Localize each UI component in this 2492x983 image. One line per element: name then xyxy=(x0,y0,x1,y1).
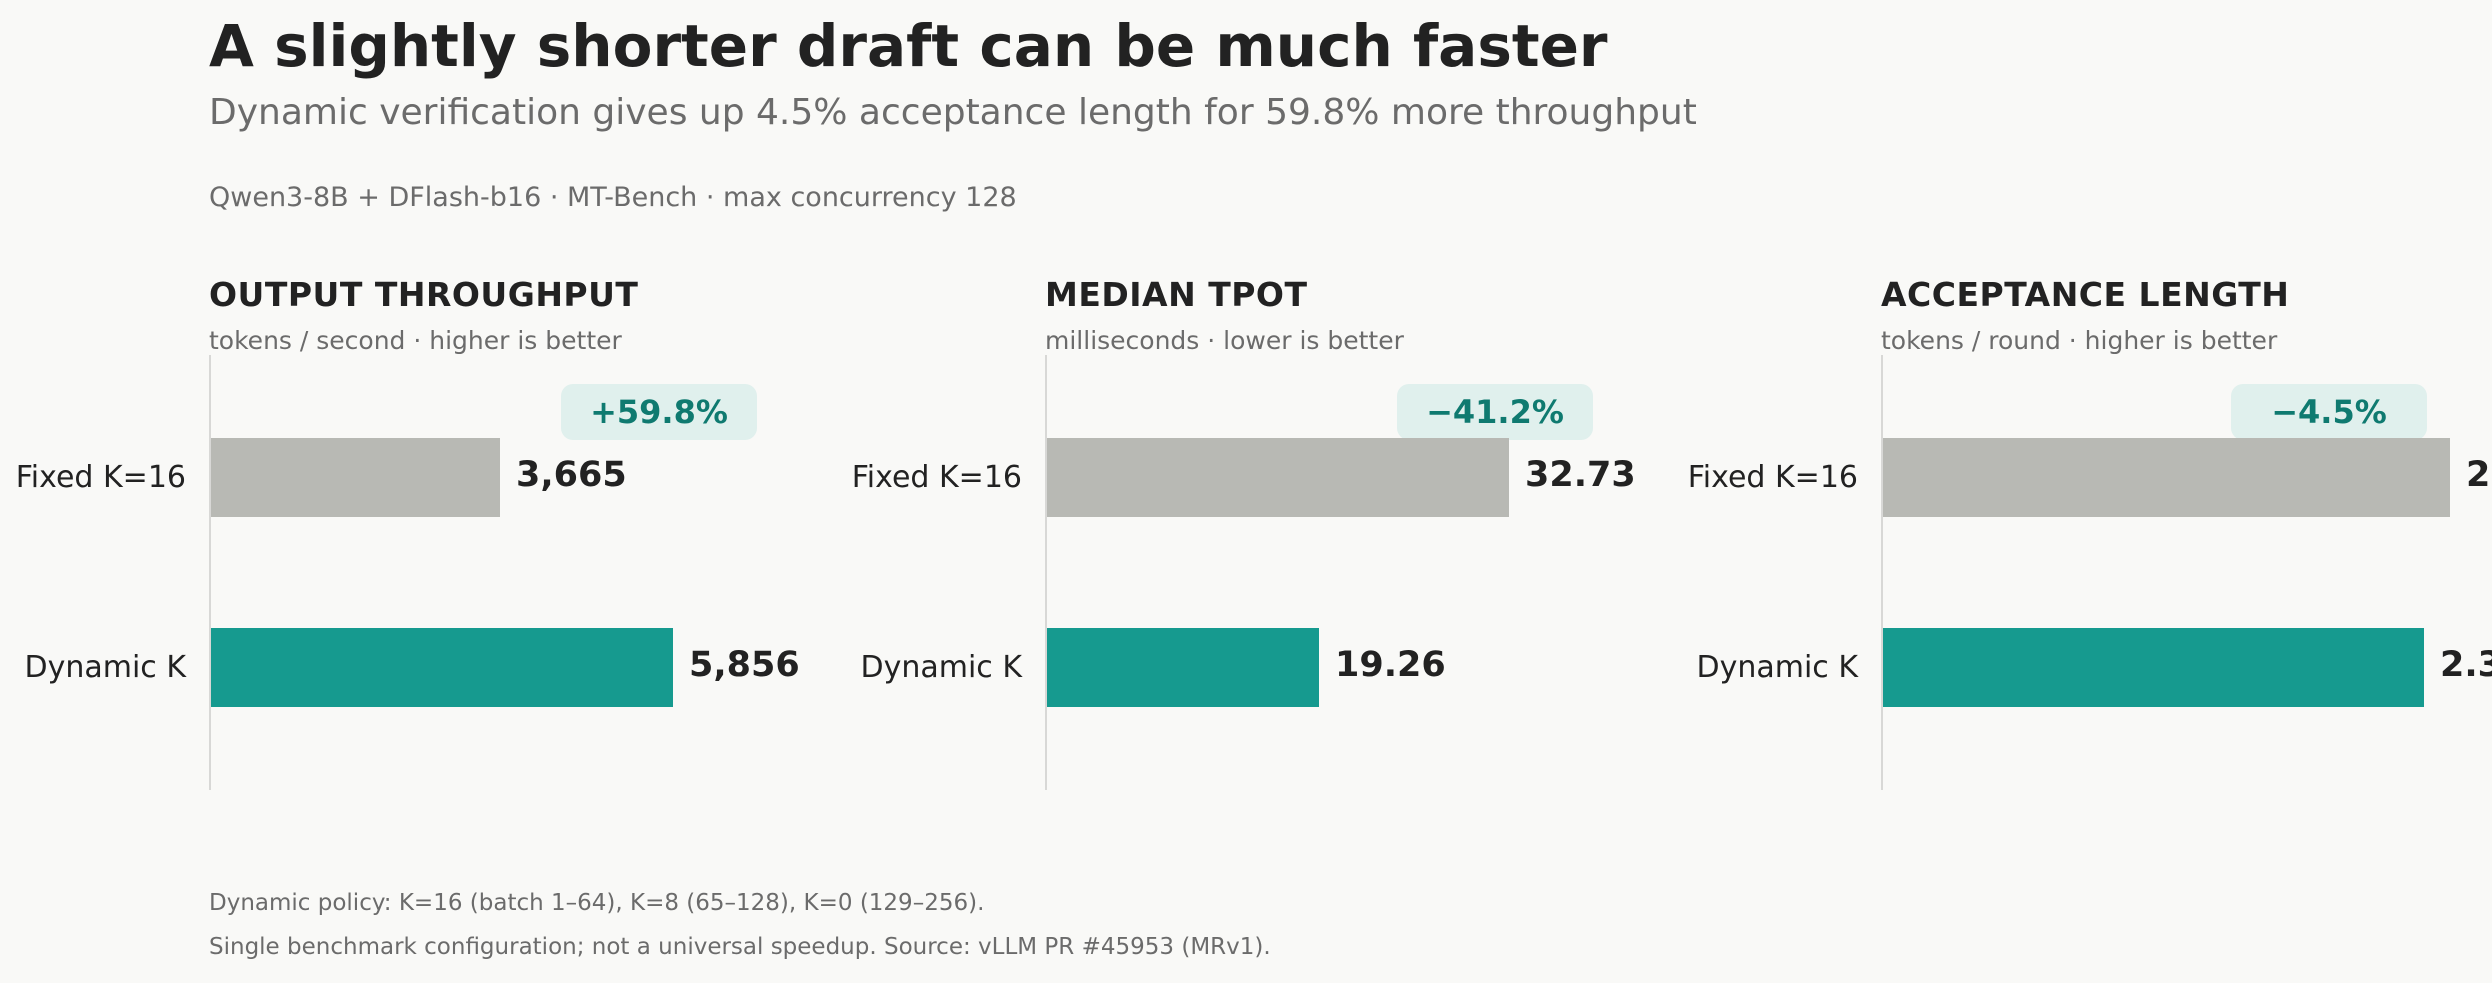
category-label: Dynamic K xyxy=(860,650,1022,685)
category-axis xyxy=(1881,355,1883,790)
footnote-source: Single benchmark configuration; not a un… xyxy=(209,934,1271,960)
throughput-panel: OUTPUT THROUGHPUT tokens / second · high… xyxy=(16,270,909,800)
delta-badge: −41.2% xyxy=(1397,384,1593,440)
footnote-policy: Dynamic policy: K=16 (batch 1–64), K=8 (… xyxy=(209,890,985,916)
value-label: 3,665 xyxy=(516,455,627,495)
bar-fixed-k16 xyxy=(211,438,500,517)
panel-title: ACCEPTANCE LENGTH xyxy=(1881,275,2290,314)
category-axis xyxy=(209,355,211,790)
value-label: 2.427 xyxy=(2466,455,2492,495)
bar-dynamic-k xyxy=(1047,628,1319,707)
value-label: 2.319 xyxy=(2440,645,2492,685)
chart-title: A slightly shorter draft can be much fas… xyxy=(209,12,1608,80)
tpot-panel: MEDIAN TPOT milliseconds · lower is bett… xyxy=(852,270,1745,800)
panel-title: MEDIAN TPOT xyxy=(1045,275,1308,314)
category-label: Fixed K=16 xyxy=(15,460,186,495)
bar-dynamic-k xyxy=(1883,628,2424,707)
category-axis xyxy=(1045,355,1047,790)
category-label: Dynamic K xyxy=(1696,650,1858,685)
delta-badge: +59.8% xyxy=(561,384,757,440)
panel-title: OUTPUT THROUGHPUT xyxy=(209,275,639,314)
acceptance-panel: ACCEPTANCE LENGTH tokens / round · highe… xyxy=(1688,270,2492,800)
category-label: Dynamic K xyxy=(24,650,186,685)
value-label: 19.26 xyxy=(1335,645,1446,685)
value-label: 5,856 xyxy=(689,645,800,685)
delta-badge: −4.5% xyxy=(2231,384,2427,440)
bar-fixed-k16 xyxy=(1047,438,1509,517)
panel-subtitle: tokens / round · higher is better xyxy=(1881,326,2278,355)
benchmark-context: Qwen3-8B + DFlash-b16 · MT-Bench · max c… xyxy=(209,182,1017,213)
category-label: Fixed K=16 xyxy=(1687,460,1858,495)
bar-fixed-k16 xyxy=(1883,438,2450,517)
value-label: 32.73 xyxy=(1525,455,1636,495)
panel-subtitle: milliseconds · lower is better xyxy=(1045,326,1404,355)
panel-subtitle: tokens / second · higher is better xyxy=(209,326,622,355)
bar-dynamic-k xyxy=(211,628,673,707)
category-label: Fixed K=16 xyxy=(851,460,1022,495)
chart-subtitle: Dynamic verification gives up 4.5% accep… xyxy=(209,92,1697,133)
